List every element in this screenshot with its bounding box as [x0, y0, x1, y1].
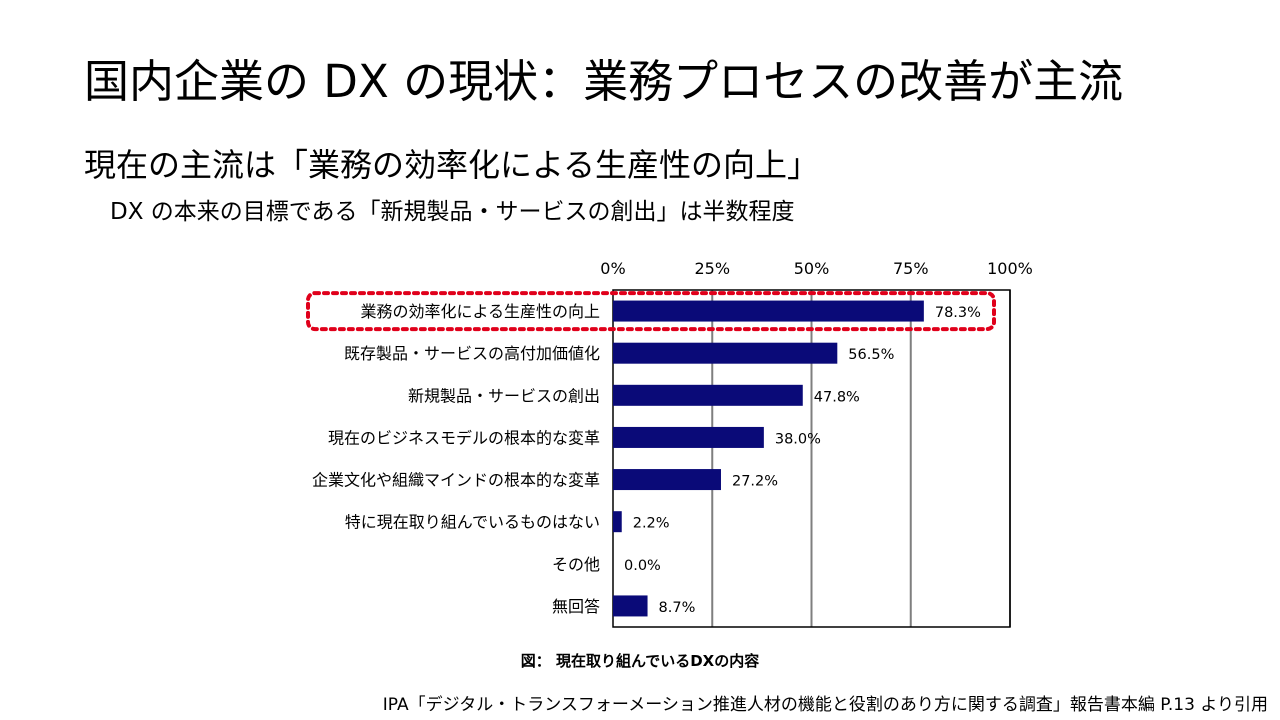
slide-note: DX の本来の目標である「新規製品・サービスの創出」は半数程度	[110, 199, 795, 225]
bar	[613, 300, 924, 322]
value-label: 8.7%	[659, 600, 696, 616]
category-label: 特に現在取り組んでいるものはない	[345, 513, 600, 532]
slide-subtitle: 現在の主流は「業務の効率化による生産性の向上」	[84, 146, 820, 184]
slide-title: 国内企業の DX の現状：業務プロセスの改善が主流	[84, 55, 1124, 108]
x-tick-label: 100%	[987, 259, 1033, 278]
bar	[613, 511, 622, 533]
bar	[613, 426, 764, 448]
category-label: 無回答	[552, 597, 600, 616]
bar	[613, 469, 721, 491]
category-label: 業務の効率化による生産性の向上	[360, 302, 600, 321]
category-label: 現在のビジネスモデルの根本的な変革	[328, 428, 600, 447]
value-label: 56.5%	[848, 347, 894, 363]
x-tick-label: 0%	[600, 259, 625, 278]
category-label: 新規製品・サービスの創出	[408, 386, 600, 405]
chart-caption: 図： 現在取り組んでいるDXの内容	[520, 652, 760, 670]
value-label: 0.0%	[624, 558, 661, 574]
value-label: 2.2%	[633, 516, 670, 532]
bar	[613, 384, 803, 406]
highlight-box	[306, 291, 996, 332]
bar	[613, 342, 838, 364]
category-label: その他	[552, 555, 600, 574]
x-tick-label: 50%	[794, 259, 830, 278]
plot-frame	[612, 289, 1011, 628]
category-label: 企業文化や組織マインドの根本的な変革	[312, 471, 600, 490]
value-label: 78.3%	[935, 305, 981, 321]
source-citation: IPA「デジタル・トランスフォーメーション推進人材の機能と役割のあり方に関する調…	[382, 695, 1268, 715]
x-tick-label: 25%	[694, 259, 730, 278]
bar	[613, 595, 648, 617]
x-tick-label: 75%	[893, 259, 929, 278]
category-label: 既存製品・サービスの高付加価値化	[344, 344, 600, 363]
value-label: 27.2%	[732, 474, 778, 490]
value-label: 47.8%	[814, 389, 860, 405]
value-label: 38.0%	[775, 431, 821, 447]
